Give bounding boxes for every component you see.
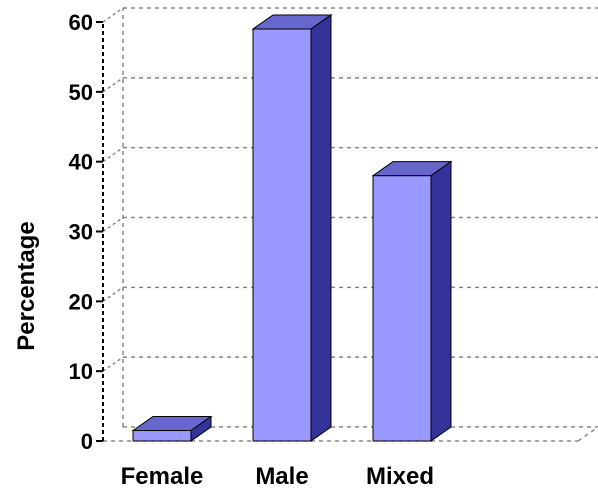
bar-male [251, 14, 333, 442]
grid-lines [102, 7, 598, 442]
bar-front [372, 175, 432, 442]
x-category-labels: Female Male Mixed [121, 463, 434, 489]
floor-right-edge [577, 426, 598, 442]
y-axis-title: Percentage [13, 221, 40, 350]
y-tick-label: 10 [69, 359, 93, 384]
x-category-label: Mixed [366, 463, 434, 489]
bar-side [430, 160, 452, 442]
y-tick-label: 60 [69, 10, 93, 35]
y-tick-labels: 0 10 20 30 40 50 60 [69, 10, 93, 454]
gridline-side-40 [102, 147, 124, 163]
y-tick-label: 40 [69, 150, 93, 175]
bar-mixed [371, 160, 453, 442]
x-category-label: Male [255, 463, 308, 489]
bars [131, 14, 453, 442]
y-tick-label: 20 [69, 289, 93, 314]
bar-side [190, 415, 212, 442]
gridline-side-10 [102, 356, 124, 372]
y-tick-label: 50 [69, 80, 93, 105]
bar-female [131, 415, 213, 442]
gridline-side-30 [102, 216, 124, 233]
bar-front [252, 28, 312, 442]
axes [96, 21, 104, 442]
gridline-side-20 [102, 286, 124, 302]
bar-side [310, 14, 332, 442]
y-tick-label: 30 [69, 220, 93, 245]
gridline-side-50 [102, 77, 124, 93]
gridline-side-60 [102, 7, 124, 23]
bar-front [132, 430, 192, 442]
y-tick-label: 0 [81, 429, 93, 454]
x-category-label: Female [121, 463, 204, 489]
